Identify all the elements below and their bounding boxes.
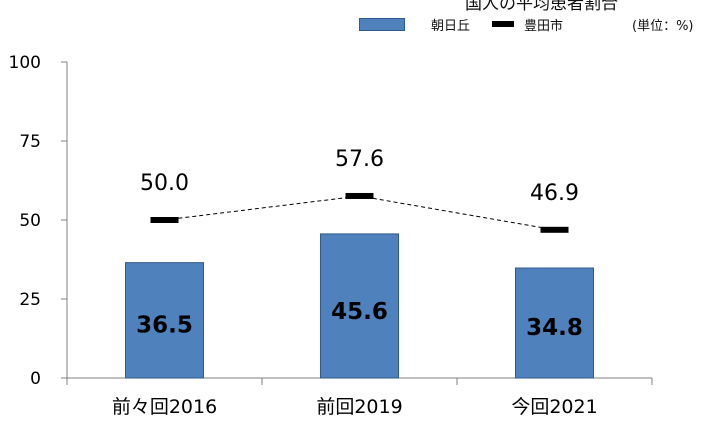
bar-value-label: 45.6 [331, 299, 388, 325]
y-tick-label: 25 [19, 290, 41, 310]
legend-line-entry: 豊田市 [492, 14, 563, 34]
line-marker-toyota-city [150, 217, 179, 223]
y-tick-label: 50 [19, 211, 41, 231]
bar-asahigaoka [515, 267, 594, 379]
x-category-label: 前々回2016 [112, 396, 217, 418]
x-category-label: 今回2021 [511, 396, 597, 418]
x-category-label: 前回2019 [316, 396, 402, 418]
legend-line-swatch [492, 21, 514, 27]
y-tick-label: 0 [30, 369, 41, 389]
legend-bar-swatch [359, 17, 405, 31]
y-tick-label: 100 [9, 53, 41, 73]
line-marker-toyota-city [540, 226, 569, 233]
bar-value-label: 36.5 [136, 313, 193, 339]
line-marker-toyota-city [345, 192, 374, 199]
legend-bar-entry: 朝日丘 [359, 14, 470, 34]
bar-asahigaoka [125, 262, 204, 379]
unit-label: (単位：%) [632, 18, 694, 34]
legend-line-label: 豊田市 [524, 18, 564, 34]
line-value-label: 46.9 [530, 181, 579, 206]
y-tick-label: 75 [19, 132, 41, 152]
chart-title-fragment: 国人の平均患者割合 [465, 0, 618, 14]
line-value-label: 57.6 [335, 147, 384, 172]
bar-value-label: 34.8 [526, 315, 583, 341]
bar-asahigaoka [320, 233, 399, 379]
line-toyota-city [164, 195, 555, 231]
line-value-label: 50.0 [140, 171, 189, 196]
legend-bar-label: 朝日丘 [431, 18, 471, 34]
